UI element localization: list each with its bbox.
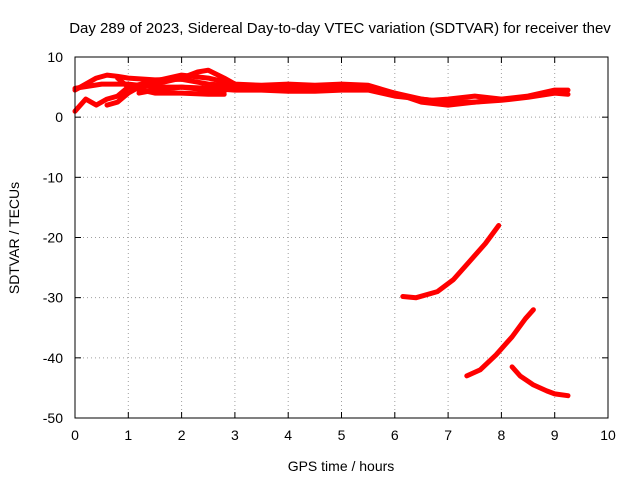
series-trace-e — [115, 75, 227, 97]
y-tick-label: -50 — [43, 410, 63, 426]
series-trace-c — [72, 72, 504, 114]
tick-layer: 0 1 2 3 4 5 6 7 8 9 10 10 0 -10 -20 -30 -40 -50 — [43, 49, 616, 443]
y-tick-label: -10 — [43, 169, 63, 185]
x-tick-label: 10 — [600, 427, 616, 443]
x-tick-label: 5 — [338, 427, 346, 443]
chart-title: Day 289 of 2023, Sidereal Day-to-day VTE… — [69, 20, 611, 37]
series-trace-d — [104, 67, 238, 108]
series-trace-h — [464, 307, 536, 379]
series-trace-f — [136, 84, 227, 96]
x-tick-label: 3 — [231, 427, 239, 443]
x-tick-label: 2 — [178, 427, 186, 443]
x-tick-label: 9 — [551, 427, 559, 443]
y-tick-label: -20 — [43, 230, 63, 246]
series-trace-i — [509, 364, 571, 399]
y-tick-label: -40 — [43, 350, 63, 366]
y-tick-label: -30 — [43, 290, 63, 306]
series-layer — [72, 67, 571, 399]
x-tick-label: 1 — [124, 427, 132, 443]
x-tick-label: 6 — [391, 427, 399, 443]
x-tick-label: 4 — [284, 427, 292, 443]
x-axis-label: GPS time / hours — [288, 458, 395, 474]
grid-lines — [75, 57, 608, 418]
y-axis-label: SDTVAR / TECUs — [6, 182, 22, 294]
x-tick-label: 8 — [498, 427, 506, 443]
series-trace-g — [400, 223, 502, 301]
x-tick-label: 0 — [71, 427, 79, 443]
y-tick-label: 10 — [47, 49, 63, 65]
y-tick-label: 0 — [55, 109, 63, 125]
x-tick-label: 7 — [444, 427, 452, 443]
